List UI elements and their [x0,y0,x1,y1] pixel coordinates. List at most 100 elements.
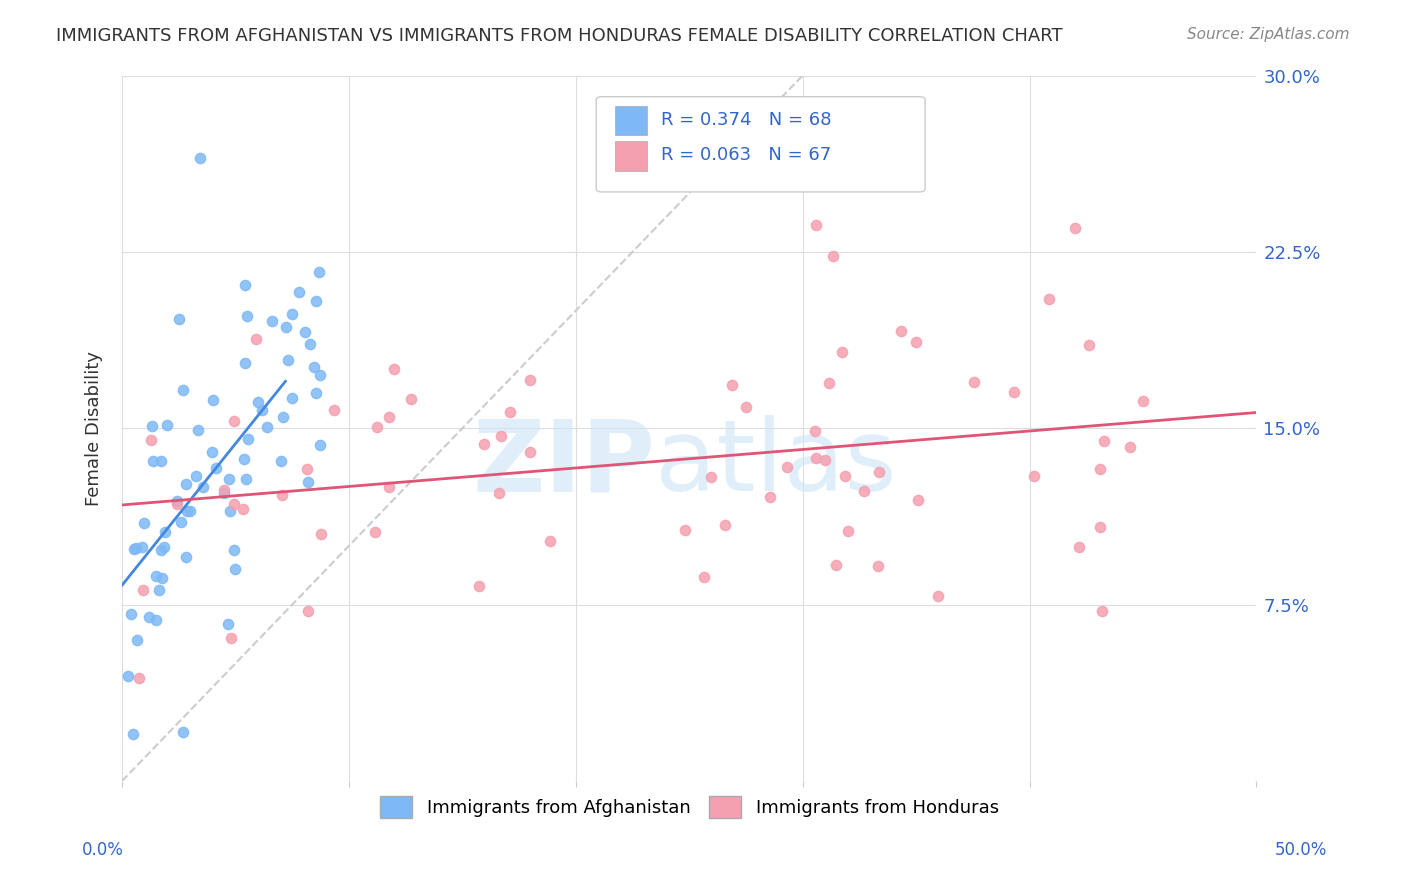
Point [128,671,150,685]
Point [700,470,723,484]
Text: IMMIGRANTS FROM AFGHANISTAN VS IMMIGRANTS FROM HONDURAS FEMALE DISABILITY CORREL: IMMIGRANTS FROM AFGHANISTAN VS IMMIGRANT… [56,27,1063,45]
Point [890,325,912,339]
Point [247,395,270,409]
Point [311,527,333,541]
Point [214,485,236,500]
FancyBboxPatch shape [596,96,925,192]
Point [305,386,328,401]
Point [200,445,222,459]
FancyBboxPatch shape [616,141,647,170]
Point [256,420,278,434]
Point [538,534,561,549]
Point [488,485,510,500]
Point [295,462,318,476]
Point [245,332,267,346]
Point [1091,604,1114,618]
Point [252,403,274,417]
Point [299,337,322,351]
Point [235,471,257,485]
Point [236,433,259,447]
Point [150,543,173,558]
Point [288,285,311,300]
Point [720,378,742,392]
Point [868,465,890,479]
Point [693,569,716,583]
Point [904,335,927,350]
Point [378,480,401,494]
Point [927,589,949,603]
Point [205,461,228,475]
Text: 0.0%: 0.0% [82,840,124,858]
Point [120,607,142,621]
Point [145,613,167,627]
Point [713,517,735,532]
Point [364,524,387,539]
Point [294,325,316,339]
Point [145,569,167,583]
Point [499,405,522,419]
Point [305,293,328,308]
Point [1092,434,1115,449]
Point [141,419,163,434]
Point [170,516,193,530]
Text: R = 0.374   N = 68: R = 0.374 N = 68 [661,111,831,129]
Point [468,579,491,593]
Point [519,373,541,387]
Point [166,497,188,511]
Point [1067,540,1090,554]
Point [219,632,242,646]
Point [834,468,856,483]
Point [852,484,875,499]
Point [127,633,149,648]
Point [222,414,245,428]
Point [276,319,298,334]
Point [138,610,160,624]
Point [1088,462,1111,476]
Point [233,277,256,292]
Point [117,669,139,683]
Point [212,483,235,497]
Point [1038,292,1060,306]
Point [222,543,245,558]
Point [277,353,299,368]
Point [323,402,346,417]
Point [218,472,240,486]
Point [382,362,405,376]
Point [176,504,198,518]
Point [776,460,799,475]
Point [401,392,423,406]
Point [224,498,246,512]
Point [804,218,827,232]
Text: ZIP: ZIP [472,415,655,512]
Point [172,725,194,739]
Point [734,400,756,414]
Point [150,571,173,585]
Point [132,583,155,598]
Point [302,360,325,375]
Point [156,418,179,433]
Point [803,424,825,438]
Point [141,433,163,447]
Point [472,437,495,451]
Point [236,309,259,323]
Point [188,151,211,165]
Point [673,523,696,537]
Point [174,550,197,565]
Point [366,420,388,434]
Point [519,445,541,459]
Point [1002,384,1025,399]
Point [823,249,845,263]
Point [1022,469,1045,483]
Point [1090,520,1112,534]
Point [270,488,292,502]
Point [831,345,853,359]
Point [1132,394,1154,409]
Point [219,504,242,518]
Point [866,559,889,574]
Point [172,384,194,398]
Point [224,562,246,576]
Point [187,423,209,437]
Point [166,493,188,508]
Point [148,582,170,597]
FancyBboxPatch shape [616,106,647,136]
